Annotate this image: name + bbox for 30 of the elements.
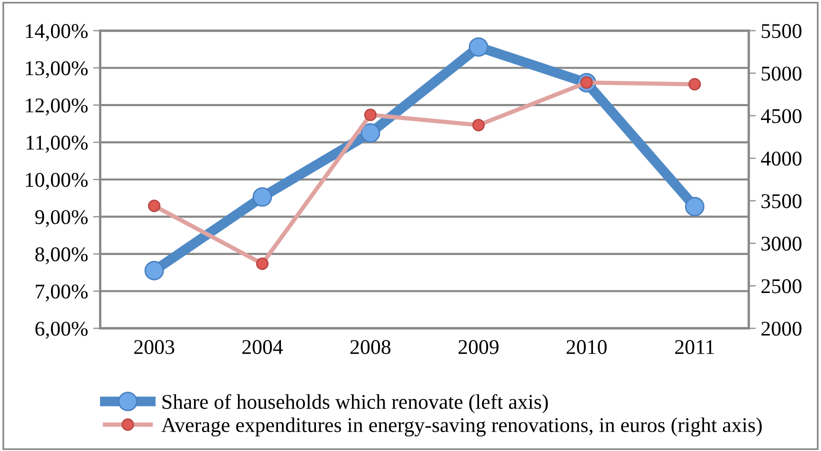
y2-tick-label: 4500 bbox=[760, 109, 802, 124]
y-tick-label: 13,00% bbox=[26, 61, 88, 78]
x-tick-label: 2004 bbox=[242, 340, 283, 354]
point bbox=[360, 123, 380, 143]
x-tick-label: 2009 bbox=[458, 340, 498, 354]
legend-label: Share of households which renovate (left axis) bbox=[162, 394, 548, 414]
y-tick-label: 7,00% bbox=[36, 284, 88, 302]
x-tick-label: 2011 bbox=[675, 340, 714, 354]
y-tick-label: 11,00% bbox=[26, 136, 88, 153]
y-tick-label: 8,00% bbox=[35, 247, 88, 264]
y-tick-label: 10,00% bbox=[26, 172, 88, 190]
y2-tick-label: 2500 bbox=[761, 279, 802, 294]
y-tick-label: 6,00% bbox=[35, 322, 88, 339]
y-tick-label: 9,00% bbox=[35, 210, 88, 228]
y2-tick-label: 3500 bbox=[762, 194, 802, 208]
legend-label: Average expenditures in energy-saving renovations, in euros (right axis) bbox=[161, 417, 762, 436]
point bbox=[144, 260, 164, 280]
y-tick-label: 14,00% bbox=[26, 24, 88, 42]
x-tick-label: 2010 bbox=[566, 340, 607, 354]
y2-tick-label: 3000 bbox=[762, 236, 802, 251]
y2-tick-label: 4000 bbox=[760, 152, 802, 166]
y2-tick-label: 2000 bbox=[761, 322, 802, 336]
y-tick-label: 12,00% bbox=[26, 98, 88, 116]
y2-tick-label: 5000 bbox=[762, 66, 802, 81]
x-tick-label: 2003 bbox=[134, 340, 174, 354]
point bbox=[252, 187, 272, 207]
x-tick-label: 2008 bbox=[350, 340, 390, 354]
point bbox=[684, 196, 704, 216]
y2-tick-label: 5500 bbox=[762, 24, 802, 38]
point bbox=[468, 37, 488, 57]
